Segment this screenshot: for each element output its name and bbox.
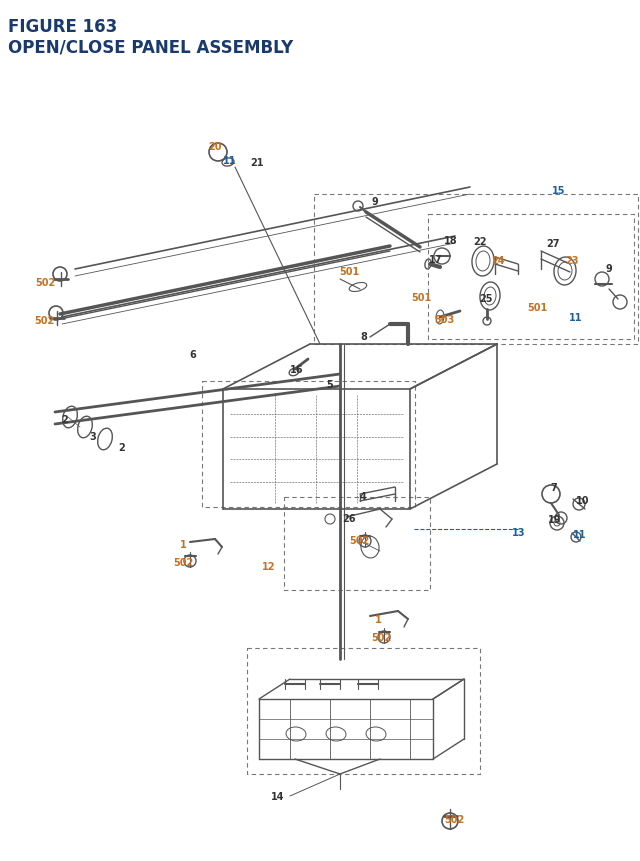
Text: 9: 9 bbox=[372, 197, 378, 207]
Text: 502: 502 bbox=[34, 316, 54, 325]
Text: 9: 9 bbox=[605, 263, 612, 274]
Text: 502: 502 bbox=[371, 632, 391, 642]
Text: 16: 16 bbox=[291, 364, 304, 375]
Text: 503: 503 bbox=[434, 314, 454, 325]
Text: 7: 7 bbox=[550, 482, 557, 492]
Text: 20: 20 bbox=[208, 142, 221, 152]
Text: 18: 18 bbox=[444, 236, 458, 245]
Text: 25: 25 bbox=[479, 294, 493, 304]
Text: 24: 24 bbox=[492, 256, 505, 266]
Text: 26: 26 bbox=[342, 513, 356, 523]
Text: 8: 8 bbox=[360, 331, 367, 342]
Text: 22: 22 bbox=[473, 237, 487, 247]
Text: 5: 5 bbox=[326, 380, 333, 389]
Text: 502: 502 bbox=[173, 557, 193, 567]
Text: 21: 21 bbox=[250, 158, 264, 168]
Text: 19: 19 bbox=[548, 514, 562, 524]
Text: 15: 15 bbox=[552, 186, 566, 195]
Text: 502: 502 bbox=[444, 814, 464, 824]
Text: 23: 23 bbox=[565, 256, 579, 266]
Text: 12: 12 bbox=[262, 561, 276, 572]
Text: 4: 4 bbox=[360, 492, 366, 501]
Text: 3: 3 bbox=[90, 431, 97, 442]
Text: 501: 501 bbox=[411, 293, 431, 303]
Text: 1: 1 bbox=[374, 614, 381, 624]
Text: 11: 11 bbox=[223, 156, 237, 166]
Text: 17: 17 bbox=[429, 255, 443, 264]
Text: 501: 501 bbox=[339, 267, 359, 276]
Text: FIGURE 163: FIGURE 163 bbox=[8, 18, 117, 36]
Text: 502: 502 bbox=[349, 536, 369, 545]
Text: 11: 11 bbox=[569, 313, 583, 323]
Text: 2: 2 bbox=[61, 414, 68, 424]
Text: 14: 14 bbox=[271, 791, 285, 801]
Text: 10: 10 bbox=[576, 495, 589, 505]
Text: 502: 502 bbox=[35, 278, 55, 288]
Text: 1: 1 bbox=[180, 539, 186, 549]
Text: 501: 501 bbox=[527, 303, 547, 313]
Text: 2: 2 bbox=[118, 443, 125, 453]
Text: OPEN/CLOSE PANEL ASSEMBLY: OPEN/CLOSE PANEL ASSEMBLY bbox=[8, 38, 293, 56]
Text: 13: 13 bbox=[512, 528, 525, 537]
Text: 6: 6 bbox=[189, 350, 196, 360]
Text: 27: 27 bbox=[547, 238, 560, 249]
Text: 11: 11 bbox=[573, 530, 587, 539]
